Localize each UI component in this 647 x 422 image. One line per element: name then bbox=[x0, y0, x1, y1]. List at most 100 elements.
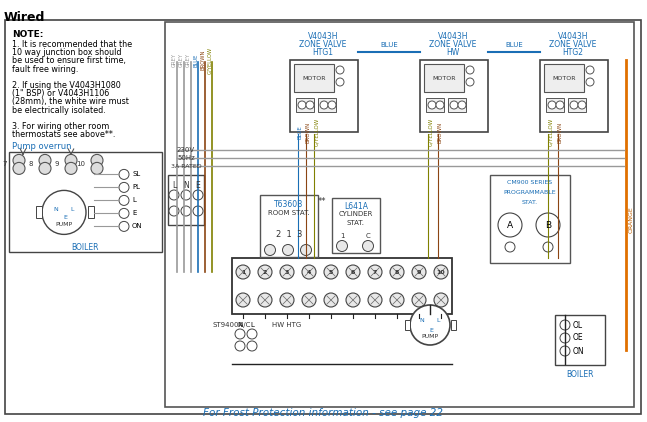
Circle shape bbox=[466, 66, 474, 74]
Circle shape bbox=[247, 341, 257, 351]
Circle shape bbox=[181, 190, 191, 200]
Text: A: A bbox=[507, 221, 513, 230]
Text: CM900 SERIES: CM900 SERIES bbox=[507, 180, 553, 185]
Circle shape bbox=[556, 101, 564, 109]
Circle shape bbox=[336, 66, 344, 74]
Text: 7: 7 bbox=[3, 161, 7, 168]
Text: MOTOR: MOTOR bbox=[302, 76, 325, 81]
Circle shape bbox=[336, 241, 347, 252]
Circle shape bbox=[368, 293, 382, 307]
Bar bbox=[36, 206, 42, 219]
Text: 2: 2 bbox=[263, 270, 267, 274]
Bar bbox=[318, 98, 336, 112]
Circle shape bbox=[560, 346, 570, 356]
Circle shape bbox=[336, 78, 344, 86]
Circle shape bbox=[324, 293, 338, 307]
Circle shape bbox=[412, 293, 426, 307]
Circle shape bbox=[280, 265, 294, 279]
Text: N: N bbox=[237, 322, 243, 328]
Bar bbox=[165, 22, 634, 407]
Circle shape bbox=[300, 244, 311, 255]
Circle shape bbox=[390, 293, 404, 307]
Circle shape bbox=[466, 78, 474, 86]
Text: ON: ON bbox=[132, 223, 142, 230]
Text: ZONE VALVE: ZONE VALVE bbox=[430, 40, 477, 49]
Circle shape bbox=[428, 101, 436, 109]
Text: (28mm), the white wire must: (28mm), the white wire must bbox=[12, 97, 129, 106]
Text: PUMP: PUMP bbox=[56, 222, 72, 227]
Text: HTG1: HTG1 bbox=[313, 48, 333, 57]
Text: MOTOR: MOTOR bbox=[432, 76, 455, 81]
Text: PL: PL bbox=[132, 184, 140, 190]
Bar bbox=[451, 320, 456, 330]
Text: E: E bbox=[132, 211, 137, 216]
Text: Wired: Wired bbox=[4, 11, 45, 24]
Text: ORANGE: ORANGE bbox=[629, 207, 634, 233]
Text: 3. For wiring other room: 3. For wiring other room bbox=[12, 122, 109, 131]
Text: 2. If using the V4043H1080: 2. If using the V4043H1080 bbox=[12, 81, 121, 90]
Text: ROOM STAT.: ROOM STAT. bbox=[268, 210, 310, 216]
Circle shape bbox=[436, 101, 444, 109]
Circle shape bbox=[119, 169, 129, 179]
Text: L: L bbox=[71, 207, 74, 212]
Circle shape bbox=[302, 293, 316, 307]
Circle shape bbox=[42, 190, 86, 234]
Circle shape bbox=[450, 101, 458, 109]
Text: OE: OE bbox=[573, 333, 584, 343]
Circle shape bbox=[258, 265, 272, 279]
Circle shape bbox=[548, 101, 556, 109]
Text: G/YELLOW: G/YELLOW bbox=[428, 118, 433, 146]
Circle shape bbox=[346, 293, 360, 307]
Text: 9: 9 bbox=[54, 161, 59, 168]
Text: STAT.: STAT. bbox=[347, 220, 365, 226]
Text: thermostats see above**.: thermostats see above**. bbox=[12, 130, 115, 139]
Text: BLUE: BLUE bbox=[298, 125, 303, 139]
Circle shape bbox=[280, 293, 294, 307]
Text: 7: 7 bbox=[373, 270, 377, 274]
Text: Pump overrun: Pump overrun bbox=[12, 142, 72, 151]
Bar bbox=[296, 98, 314, 112]
Circle shape bbox=[169, 206, 179, 216]
Text: **: ** bbox=[318, 197, 326, 206]
Circle shape bbox=[434, 265, 448, 279]
Text: T6360B: T6360B bbox=[274, 200, 303, 209]
Bar bbox=[546, 98, 564, 112]
Circle shape bbox=[119, 208, 129, 219]
Circle shape bbox=[13, 154, 25, 166]
Text: NOTE:: NOTE: bbox=[12, 30, 43, 39]
Bar bbox=[555, 315, 605, 365]
Text: 4: 4 bbox=[307, 270, 311, 274]
Circle shape bbox=[434, 293, 448, 307]
Text: BROWN: BROWN bbox=[558, 122, 563, 143]
Circle shape bbox=[119, 222, 129, 231]
Text: 10: 10 bbox=[76, 161, 85, 168]
Circle shape bbox=[193, 190, 203, 200]
Text: L: L bbox=[132, 197, 136, 203]
Bar bbox=[168, 175, 204, 225]
Text: HTG2: HTG2 bbox=[562, 48, 584, 57]
Text: L: L bbox=[250, 322, 254, 328]
Text: 9: 9 bbox=[417, 270, 421, 274]
Text: 1. It is recommended that the: 1. It is recommended that the bbox=[12, 40, 132, 49]
Text: HW: HW bbox=[446, 48, 459, 57]
Circle shape bbox=[236, 293, 250, 307]
Text: 1: 1 bbox=[340, 233, 344, 239]
Text: For Frost Protection information - see page 22: For Frost Protection information - see p… bbox=[203, 408, 443, 418]
Text: 2  1  3: 2 1 3 bbox=[276, 230, 302, 239]
Circle shape bbox=[302, 265, 316, 279]
Bar bbox=[544, 64, 584, 92]
Text: 8: 8 bbox=[28, 161, 33, 168]
Circle shape bbox=[181, 206, 191, 216]
Text: E: E bbox=[195, 181, 201, 190]
Text: BOILER: BOILER bbox=[566, 370, 594, 379]
Bar bbox=[9, 152, 162, 252]
Circle shape bbox=[193, 206, 203, 216]
Circle shape bbox=[39, 154, 51, 166]
Circle shape bbox=[320, 101, 328, 109]
Circle shape bbox=[498, 213, 522, 237]
Circle shape bbox=[235, 329, 245, 339]
Circle shape bbox=[410, 305, 450, 345]
Text: V4043H: V4043H bbox=[558, 32, 588, 41]
Text: BROWN: BROWN bbox=[306, 122, 311, 143]
Text: GREY: GREY bbox=[179, 53, 184, 67]
